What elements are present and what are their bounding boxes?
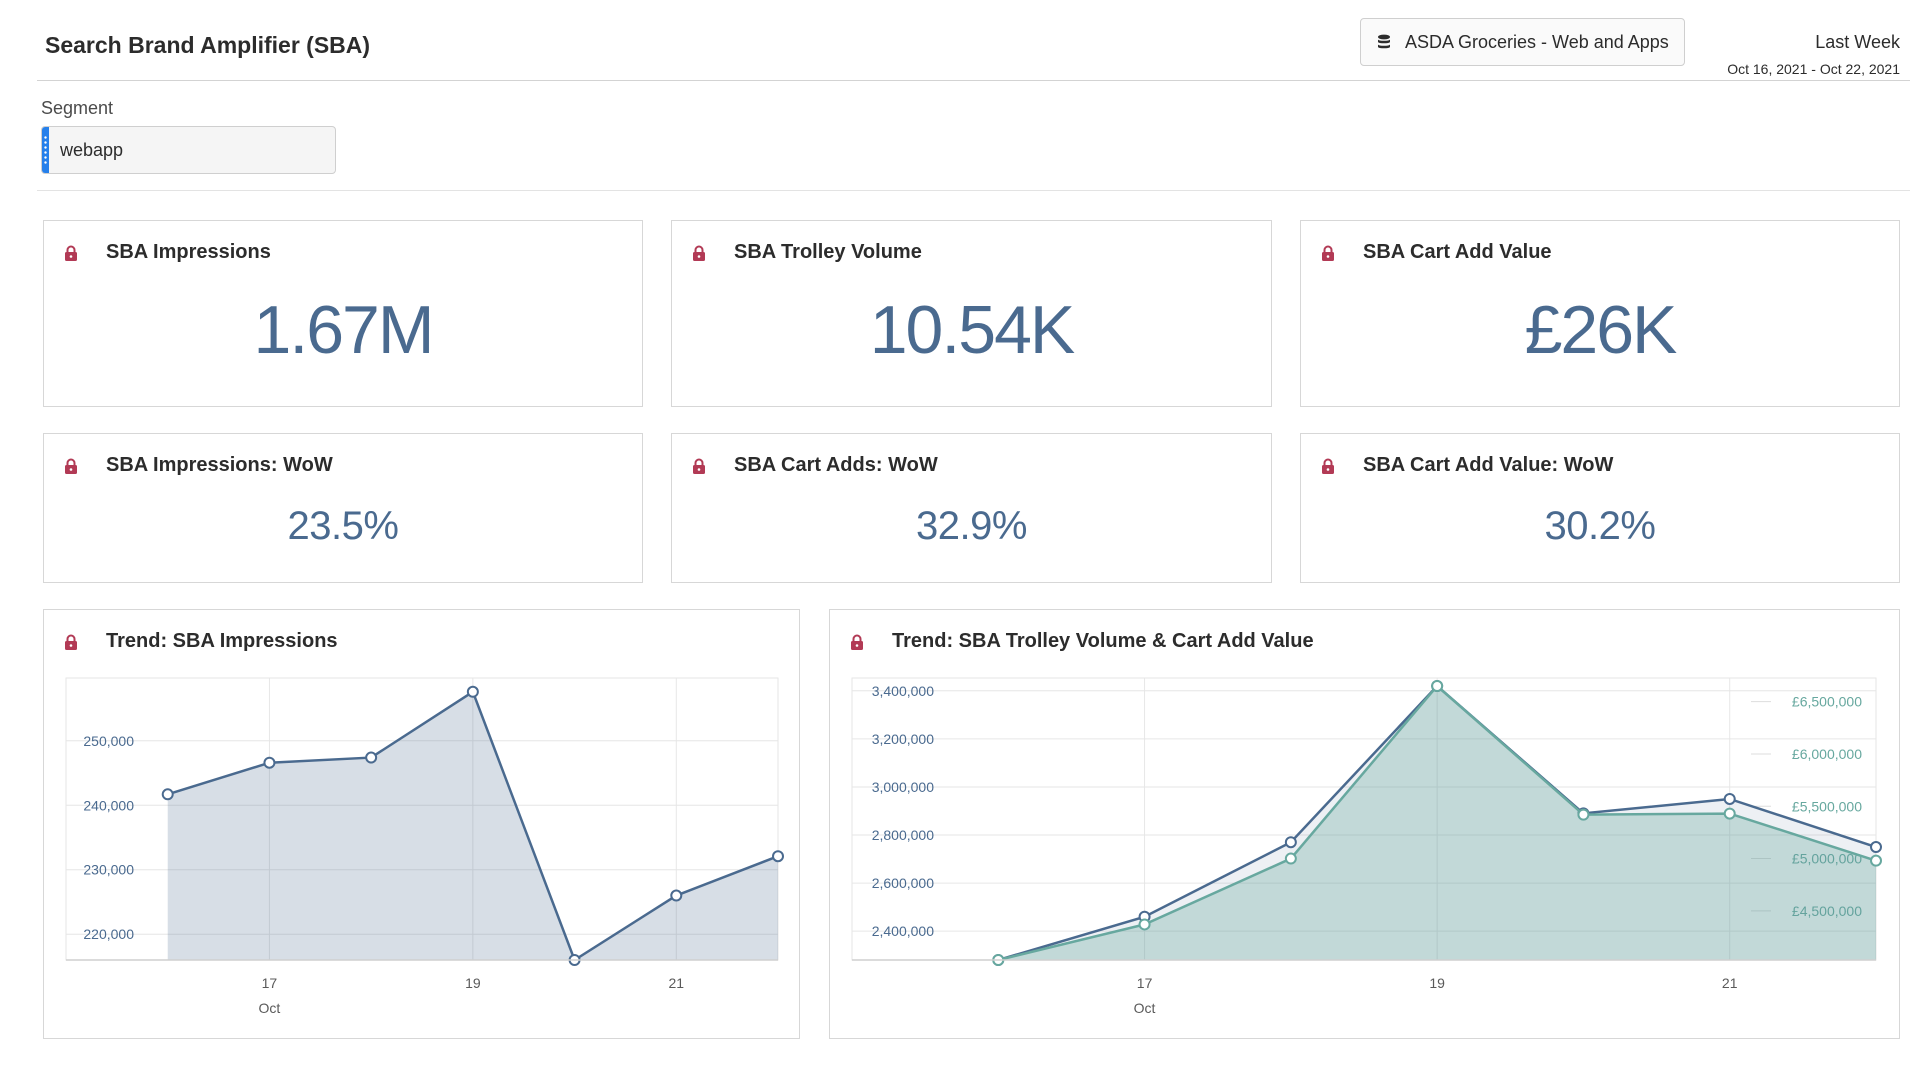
data-point	[670, 889, 683, 902]
panel-title: SBA Impressions: WoW	[106, 454, 333, 476]
data-point	[1723, 792, 1736, 805]
wow-panel-cart-add-value[interactable]: SBA Cart Add Value: WoW 30.2%	[1300, 433, 1900, 583]
panel-title: SBA Cart Add Value	[1363, 241, 1552, 263]
kpi-value: 10.54K	[869, 292, 1076, 368]
kpi-panel-cart-add-value[interactable]: SBA Cart Add Value £26K	[1300, 220, 1900, 407]
segment-value: webapp	[60, 140, 124, 160]
y2-tick-label: £5,000,000	[1792, 851, 1862, 867]
data-point	[161, 788, 174, 801]
panel-title: SBA Cart Adds: WoW	[734, 454, 938, 476]
divider	[37, 190, 1910, 191]
page-title: Search Brand Amplifier (SBA)	[45, 32, 371, 58]
data-point	[772, 850, 784, 863]
data-source-label: ASDA Groceries - Web and Apps	[1405, 31, 1669, 52]
x-axis-month-label: Oct	[1134, 1000, 1156, 1016]
series-area	[167, 691, 778, 960]
data-point	[1284, 836, 1297, 849]
segment-drag-handle[interactable]	[42, 127, 49, 173]
dashboard-header: Search Brand Amplifier (SBA) ASDA Grocer…	[37, 18, 1910, 81]
kpi-value: 1.67M	[253, 292, 435, 368]
y-tick-label: 3,200,000	[872, 731, 934, 747]
wow-panel-cart-adds[interactable]: SBA Cart Adds: WoW 32.9%	[671, 433, 1272, 583]
data-point	[263, 756, 276, 769]
y-tick-label: 3,000,000	[872, 779, 934, 795]
y-tick-label: 2,600,000	[872, 875, 934, 891]
y2-tick-label: £4,500,000	[1792, 903, 1862, 919]
kpi-panel-trolley-volume[interactable]: SBA Trolley Volume 10.54K	[671, 220, 1272, 407]
lock-icon	[65, 245, 77, 261]
y-tick-label: 250,000	[83, 733, 134, 749]
wow-panel-impressions[interactable]: SBA Impressions: WoW 23.5%	[43, 433, 643, 583]
segment-input[interactable]: webapp	[41, 126, 336, 174]
data-point	[1431, 680, 1444, 692]
y-tick-label: 3,400,000	[872, 683, 934, 699]
y-tick-label: 230,000	[83, 862, 134, 878]
panel-title: Trend: SBA Trolley Volume & Cart Add Val…	[892, 630, 1314, 652]
kpi-value: £26K	[1524, 292, 1678, 368]
trend-panel-impressions[interactable]: Trend: SBA Impressions 220,000 230,000 240…	[43, 609, 800, 1039]
segment-label: Segment	[41, 98, 114, 118]
x-tick-label: 21	[1722, 975, 1738, 991]
panel-title: SBA Impressions	[106, 241, 271, 263]
y-tick-label: 220,000	[83, 926, 134, 942]
x-tick-label: 19	[465, 975, 481, 991]
data-point	[1577, 808, 1590, 821]
data-point	[466, 685, 479, 698]
lock-icon	[693, 245, 705, 261]
data-source-button[interactable]: ASDA Groceries - Web and Apps	[1360, 18, 1685, 66]
date-range-label[interactable]: Last Week	[1815, 32, 1900, 52]
kpi-panel-impressions[interactable]: SBA Impressions 1.67M	[43, 220, 643, 407]
data-point	[1138, 918, 1151, 931]
data-point	[1870, 854, 1882, 867]
data-point	[1870, 841, 1882, 854]
database-icon	[1378, 34, 1390, 49]
x-tick-label: 21	[668, 975, 684, 991]
y-tick-label: 2,400,000	[872, 923, 934, 939]
lock-icon	[1322, 245, 1334, 261]
lock-icon	[1322, 458, 1334, 474]
y2-tick-label: £5,500,000	[1792, 798, 1862, 814]
lock-icon	[851, 634, 863, 650]
lock-icon	[65, 634, 77, 650]
y2-tick-label: £6,000,000	[1792, 746, 1862, 762]
trolley-cart-value-trend-chart[interactable]: 2,400,000 2,600,000 2,800,000 3,000,000 3,20…	[830, 610, 1901, 1040]
y2-tick-label: £6,500,000	[1792, 694, 1862, 710]
x-tick-label: 17	[1137, 975, 1153, 991]
data-point	[1723, 807, 1736, 820]
data-point	[365, 751, 378, 764]
lock-icon	[693, 458, 705, 474]
lock-icon	[65, 458, 77, 474]
panel-title: Trend: SBA Impressions	[106, 630, 338, 652]
date-range[interactable]: Oct 16, 2021 - Oct 22, 2021	[1727, 61, 1900, 77]
wow-value: 32.9%	[916, 504, 1027, 548]
x-tick-label: 17	[262, 975, 278, 991]
impressions-trend-chart[interactable]: 220,000 230,000 240,000 250,000 17 19 21 Oct	[44, 610, 801, 1040]
panel-title: SBA Trolley Volume	[734, 241, 922, 263]
x-tick-label: 19	[1429, 975, 1445, 991]
y-tick-label: 240,000	[83, 797, 134, 813]
x-axis-month-label: Oct	[259, 1000, 281, 1016]
series-area	[998, 686, 1876, 960]
data-point	[1284, 852, 1297, 865]
wow-value: 30.2%	[1544, 504, 1656, 548]
trend-panel-trolley-cart-value[interactable]: Trend: SBA Trolley Volume & Cart Add Val…	[829, 609, 1900, 1039]
wow-value: 23.5%	[287, 504, 399, 548]
y-tick-label: 2,800,000	[872, 827, 934, 843]
panel-title: SBA Cart Add Value: WoW	[1363, 454, 1614, 476]
